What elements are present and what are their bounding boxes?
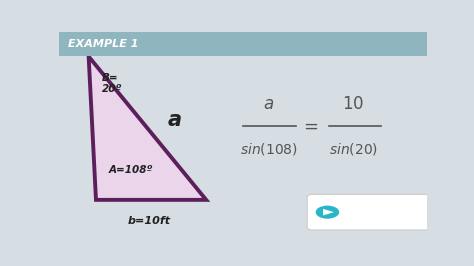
Text: b=10ft: b=10ft (128, 216, 171, 226)
Text: $sin(20)$: $sin(20)$ (328, 141, 378, 157)
Text: Study: Study (343, 205, 384, 218)
Text: A=108º: A=108º (109, 165, 153, 175)
Text: $sin(108)$: $sin(108)$ (240, 141, 298, 157)
Text: $10$: $10$ (342, 95, 364, 113)
FancyBboxPatch shape (307, 194, 432, 230)
Text: $=$: $=$ (300, 117, 319, 135)
Bar (59, 32, 427, 56)
Text: a: a (168, 110, 182, 130)
Polygon shape (323, 209, 334, 215)
Text: $a$: $a$ (263, 95, 274, 113)
Text: B=
20º: B= 20º (101, 73, 122, 94)
Text: EXAMPLE 1: EXAMPLE 1 (68, 39, 139, 49)
Text: .com: .com (368, 205, 402, 218)
Polygon shape (89, 56, 206, 200)
Circle shape (316, 206, 339, 219)
